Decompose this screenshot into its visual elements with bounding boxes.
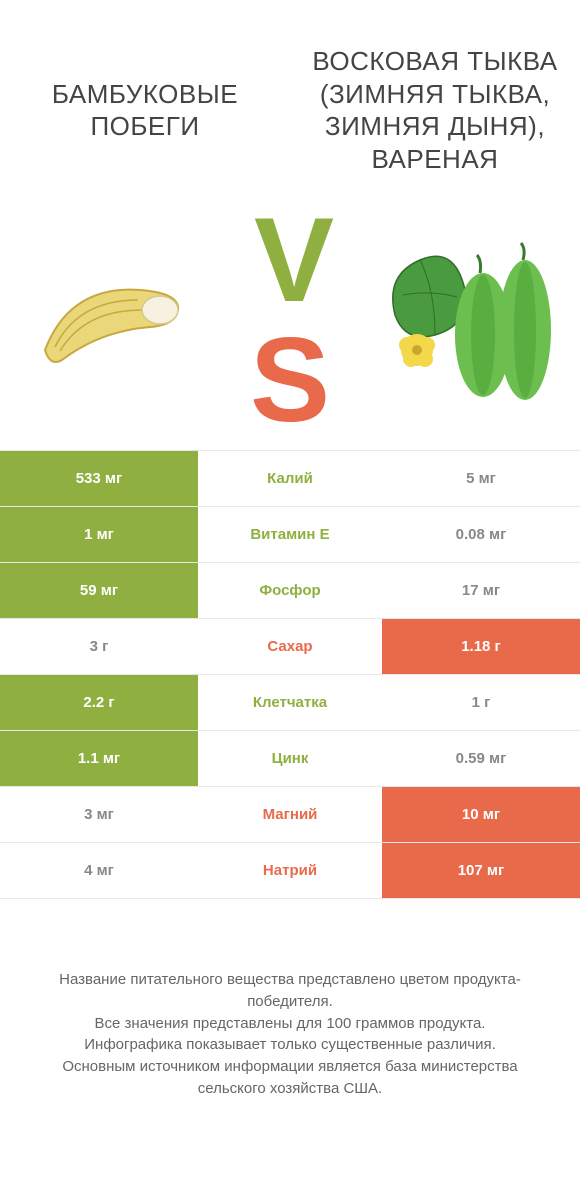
nutrient-name: Сахар	[198, 619, 382, 674]
nutrient-left-value: 59 мг	[0, 563, 198, 618]
vs-label: VS	[220, 200, 360, 440]
footer-notes: Название питательного вещества представл…	[0, 969, 580, 1100]
nutrient-left-value: 533 мг	[0, 451, 198, 506]
nutrient-left-value: 3 г	[0, 619, 198, 674]
table-row: 533 мгКалий5 мг	[0, 451, 580, 507]
nutrient-left-value: 4 мг	[0, 843, 198, 898]
nutrient-right-value: 1.18 г	[382, 619, 580, 674]
nutrient-right-value: 107 мг	[382, 843, 580, 898]
nutrient-name: Клетчатка	[198, 675, 382, 730]
nutrient-left-value: 1.1 мг	[0, 731, 198, 786]
table-row: 4 мгНатрий107 мг	[0, 843, 580, 899]
left-title: БАМБУКОВЫЕ ПОБЕГИ	[18, 78, 272, 143]
vs-s: S	[250, 320, 330, 440]
footer-line-3: Инфографика показывает только существенн…	[28, 1034, 552, 1056]
nutrient-name: Магний	[198, 787, 382, 842]
nutrient-right-value: 0.08 мг	[382, 507, 580, 562]
table-row: 1 мгВитамин E0.08 мг	[0, 507, 580, 563]
bamboo-shoot-icon	[30, 255, 190, 385]
right-title-col: ВОСКОВАЯ ТЫКВА (ЗИМНЯЯ ТЫКВА, ЗИМНЯЯ ДЫН…	[290, 45, 580, 175]
nutrient-right-value: 1 г	[382, 675, 580, 730]
vs-v: V	[254, 200, 326, 320]
nutrient-right-value: 10 мг	[382, 787, 580, 842]
titles-row: БАМБУКОВЫЕ ПОБЕГИ ВОСКОВАЯ ТЫКВА (ЗИМНЯЯ…	[0, 0, 580, 220]
vs-row: VS	[0, 220, 580, 420]
right-image	[360, 230, 580, 410]
table-row: 59 мгФосфор17 мг	[0, 563, 580, 619]
footer-line-1: Название питательного вещества представл…	[28, 969, 552, 1013]
nutrient-name: Натрий	[198, 843, 382, 898]
left-image	[0, 230, 220, 410]
nutrient-right-value: 5 мг	[382, 451, 580, 506]
nutrient-left-value: 3 мг	[0, 787, 198, 842]
nutrient-left-value: 1 мг	[0, 507, 198, 562]
table-row: 3 мгМагний10 мг	[0, 787, 580, 843]
nutrient-name: Калий	[198, 451, 382, 506]
nutrient-name: Цинк	[198, 731, 382, 786]
nutrient-name: Фосфор	[198, 563, 382, 618]
nutrient-right-value: 17 мг	[382, 563, 580, 618]
nutrient-name: Витамин E	[198, 507, 382, 562]
wax-gourd-icon	[385, 235, 555, 405]
nutrient-right-value: 0.59 мг	[382, 731, 580, 786]
footer-line-2: Все значения представлены для 100 граммо…	[28, 1013, 552, 1035]
left-title-col: БАМБУКОВЫЕ ПОБЕГИ	[0, 78, 290, 143]
nutrient-table: 533 мгКалий5 мг1 мгВитамин E0.08 мг59 мг…	[0, 450, 580, 899]
table-row: 1.1 мгЦинк0.59 мг	[0, 731, 580, 787]
table-row: 2.2 гКлетчатка1 г	[0, 675, 580, 731]
right-title: ВОСКОВАЯ ТЫКВА (ЗИМНЯЯ ТЫКВА, ЗИМНЯЯ ДЫН…	[308, 45, 562, 175]
footer-line-4: Основным источником информации является …	[28, 1056, 552, 1100]
table-row: 3 гСахар1.18 г	[0, 619, 580, 675]
nutrient-left-value: 2.2 г	[0, 675, 198, 730]
